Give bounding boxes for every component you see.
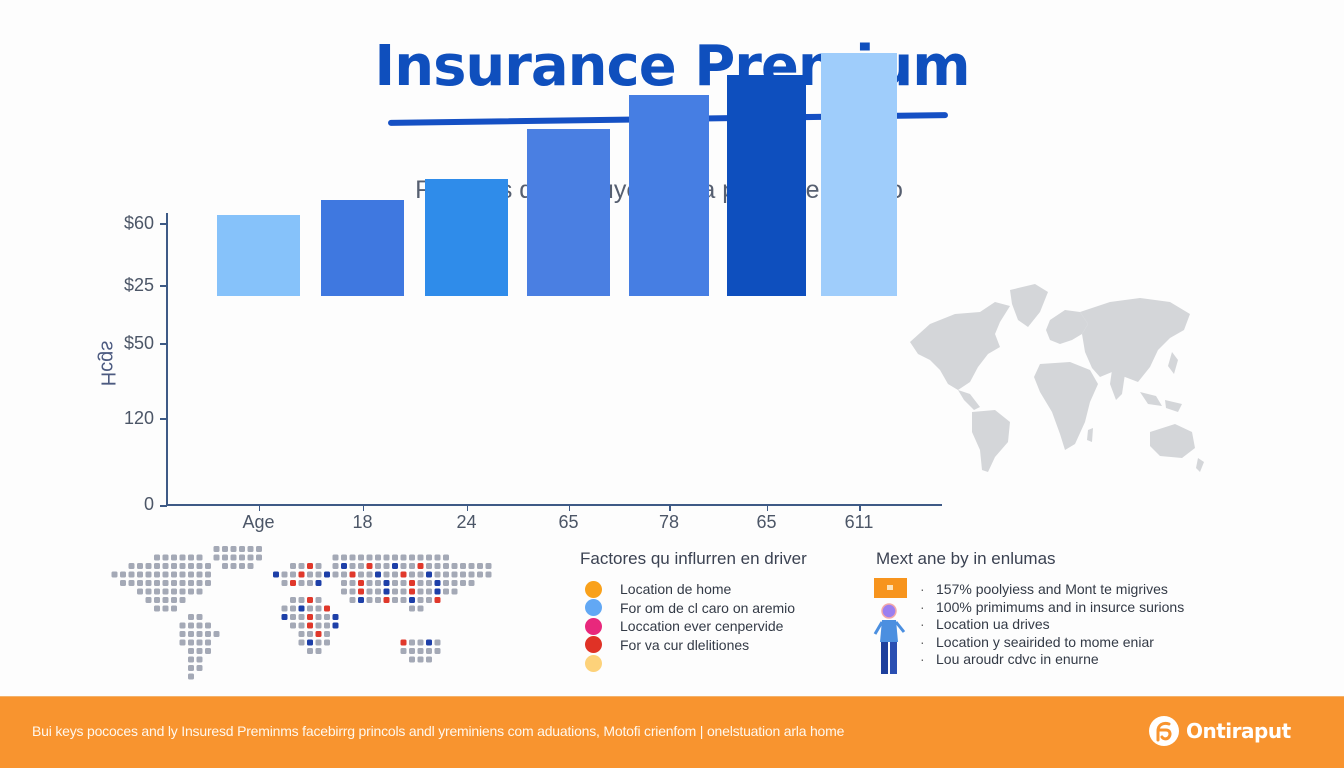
x-tick-label: Age (242, 512, 275, 532)
note-text: 100% primimums and in insurce surions (936, 598, 1185, 615)
legend-item: For om de cl caro on aremio (585, 599, 795, 618)
x-tick-label: 65 (756, 512, 777, 532)
x-tick-label: 65 (558, 512, 579, 532)
notes-title: Mext ane by in enlumas (876, 549, 1056, 568)
brand-logo[interactable]: Ontiraput (1148, 715, 1291, 747)
chart-bar (821, 53, 897, 296)
chart-bar (217, 215, 300, 296)
y-tick-label: $60 (123, 213, 154, 233)
y-tick (160, 505, 167, 507)
legend-item: Loccation ever cenpervide (585, 617, 795, 636)
brand-name: Ontiraput (1186, 719, 1291, 743)
legend-dot-icon (585, 599, 602, 617)
y-tick-label: 0 (143, 494, 154, 514)
y-tick-label: $25 (123, 275, 154, 295)
legend-dot-icon (585, 580, 602, 598)
note-text: 157% poolyiess and Mont te migrives (936, 581, 1168, 597)
legend-dot-icon (585, 617, 602, 635)
brand-logo-icon (1149, 716, 1179, 746)
y-axis (166, 213, 168, 506)
bar-chart: Hcgs $60 $25 $50 120 0 Age 18 24 65 78 65 611 (96, 53, 942, 532)
x-tick-label: 78 (658, 512, 680, 532)
x-tick (669, 506, 671, 511)
legend-label: For om de cl caro on aremio (620, 599, 796, 616)
dotted-world-map-icon (111, 546, 492, 680)
note-item: · 100% primimums and in insurce surions (920, 598, 1185, 615)
legend: Location de home For om de cl caro on ar… (585, 580, 795, 673)
legend-label: Loccation ever cenpervide (620, 618, 784, 635)
legend-dot-icon (585, 636, 602, 654)
x-tick (568, 506, 570, 511)
legend-title: Factores qu influrren en driver (580, 549, 807, 568)
footer-banner: Bui keys pococes and ly Insuresd Preminm… (0, 696, 1344, 768)
chart-bar (425, 179, 508, 296)
y-tick (160, 418, 167, 420)
y-tick (160, 223, 167, 225)
x-tick (362, 506, 364, 511)
y-tick (160, 343, 167, 345)
y-tick-label: $50 (123, 333, 154, 353)
x-tick (766, 506, 768, 511)
x-tick-label: 24 (456, 512, 477, 532)
chart-bar (321, 200, 404, 296)
chart-bar (727, 75, 806, 296)
x-axis (166, 504, 942, 506)
note-item: · Lou aroudr cdvc in enurne (920, 651, 1099, 668)
note-text: Location y seairided to mome eniar (936, 633, 1154, 650)
chart-bar (629, 95, 709, 296)
x-tick (466, 506, 468, 511)
x-tick (859, 506, 861, 511)
legend-dot-icon (585, 654, 602, 672)
notes-list: · 157% poolyiess and Mont te migrives · 10… (920, 581, 1184, 669)
x-tick-label: 18 (352, 512, 373, 532)
legend-item: For va cur dlelitiones (585, 636, 795, 655)
note-text: Lou aroudr cdvc in enurne (936, 651, 1099, 668)
x-tick-label: 611 (844, 512, 874, 532)
world-map-icon (910, 284, 1204, 472)
person-icon (873, 578, 907, 674)
legend-label: Location de home (620, 581, 732, 598)
legend-item (585, 654, 795, 673)
legend-label: For va cur dlelitiones (620, 636, 750, 653)
footer-text: Bui keys pococes and ly Insuresd Preminm… (32, 723, 845, 739)
note-item: · Location ua drives (920, 616, 1050, 633)
y-tick-label: 120 (123, 408, 154, 428)
note-text: Location ua drives (936, 616, 1050, 633)
chart-bar (527, 129, 610, 296)
x-tick (258, 506, 260, 511)
y-tick (160, 285, 167, 287)
legend-item: Location de home (585, 580, 795, 599)
note-item: · Location y seairided to mome eniar (920, 633, 1154, 650)
note-item: · 157% poolyiess and Mont te migrives (920, 581, 1168, 597)
